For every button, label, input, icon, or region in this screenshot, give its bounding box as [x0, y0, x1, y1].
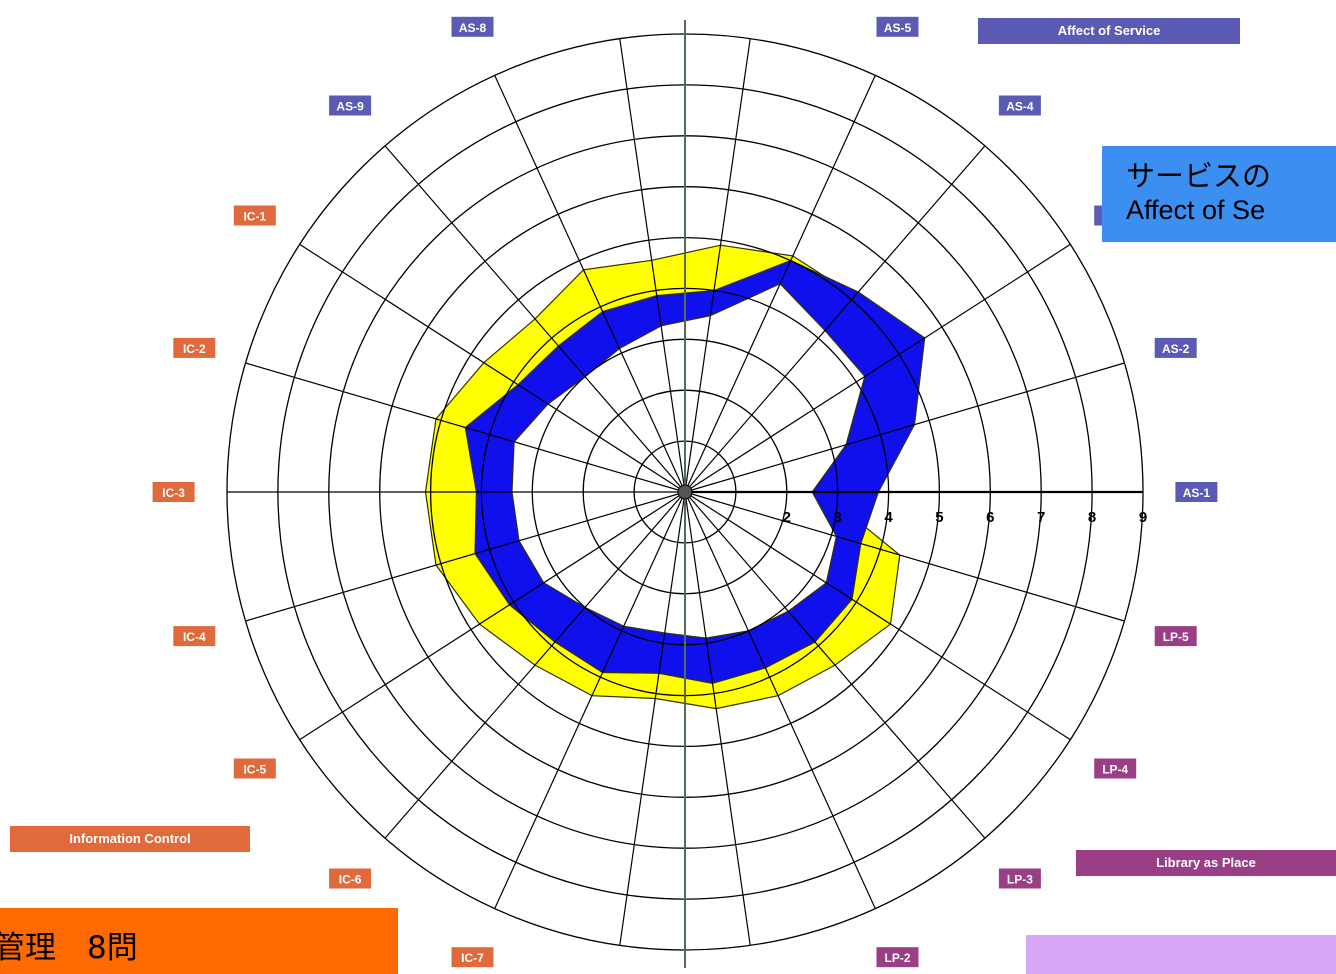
category-label-as-5: AS-5	[884, 21, 912, 35]
legend-library-as-place: Library as Place	[1076, 850, 1336, 876]
affect-of-service-callout: サービスの Affect of Se	[1102, 146, 1336, 242]
legend-affect-of-service: Affect of Service	[978, 18, 1240, 44]
category-label-bg	[998, 868, 1041, 889]
spoke-as-2	[684, 362, 1125, 493]
spoke-as-6	[684, 38, 751, 493]
spoke-as-9	[384, 145, 686, 493]
scale-tick-label: 3	[834, 509, 842, 526]
scale-tick-label: 7	[1037, 509, 1045, 526]
category-label-as-9: AS-9	[336, 100, 364, 114]
category-label-lp-5: LP-5	[1163, 630, 1189, 644]
category-label-bg	[876, 16, 919, 37]
spoke-lp-4	[684, 491, 1071, 741]
category-label-ic-6: IC-6	[339, 873, 362, 887]
spoke-ic-6	[384, 491, 686, 839]
spoke-ic-1	[299, 243, 686, 493]
category-label-bg	[1175, 482, 1218, 502]
category-label-as-8: AS-8	[459, 21, 487, 35]
spoke-lp-3	[684, 491, 986, 839]
legend-information-control: Information Control	[10, 826, 250, 852]
spoke-as-5	[684, 75, 876, 493]
library-as-place-callout	[1026, 935, 1336, 974]
spoke-ic-8	[619, 491, 686, 946]
spoke-as-8	[494, 75, 686, 493]
category-label-ic-7: IC-7	[461, 951, 484, 965]
spoke-as-4	[684, 145, 986, 493]
category-label-ic-5: IC-5	[243, 763, 266, 777]
category-label-bg	[1154, 337, 1197, 358]
spoke-as-3	[684, 243, 1071, 493]
category-label-ic-4: IC-4	[183, 630, 206, 644]
category-label-bg	[998, 95, 1041, 116]
center-dot	[677, 484, 693, 500]
callout-subtitle: Affect of Se	[1126, 195, 1266, 225]
category-label-ic-1: IC-1	[243, 210, 266, 224]
spoke-lp-5	[684, 491, 1125, 622]
category-label-as-2: AS-2	[1162, 342, 1190, 356]
category-label-bg	[1154, 626, 1197, 647]
category-label-bg	[173, 626, 216, 647]
category-label-ic-3: IC-3	[162, 486, 185, 500]
category-label-bg	[233, 758, 276, 779]
scale-tick-label: 4	[884, 509, 893, 526]
category-label-lp-3: LP-3	[1007, 873, 1033, 887]
scale-tick-label: 2	[783, 509, 791, 526]
category-label-ic-2: IC-2	[183, 342, 206, 356]
category-label-as-4: AS-4	[1006, 100, 1034, 114]
category-label-bg	[233, 205, 276, 226]
callout-title: サービスの	[1126, 159, 1272, 193]
category-label-bg	[451, 947, 494, 968]
spoke-ic-2	[245, 362, 686, 493]
spoke-as-7	[619, 38, 686, 493]
spoke-ic-5	[299, 491, 686, 741]
category-label-bg	[1094, 758, 1137, 779]
category-label-bg	[876, 947, 919, 968]
spoke-lp-1	[684, 491, 751, 946]
category-label-bg	[329, 868, 372, 889]
information-control-callout: 管理 8問	[0, 908, 398, 974]
category-label-bg	[173, 337, 216, 358]
category-label-bg	[451, 16, 494, 37]
category-label-bg	[152, 482, 195, 502]
scale-tick-label: 8	[1088, 509, 1096, 526]
scale-tick-label: 5	[935, 509, 943, 526]
spoke-ic-7	[494, 491, 686, 909]
category-label-lp-2: LP-2	[884, 951, 910, 965]
scale-tick-label: 6	[986, 509, 994, 526]
category-label-bg	[329, 95, 372, 116]
category-label-as-1: AS-1	[1183, 486, 1211, 500]
category-label-lp-4: LP-4	[1102, 763, 1128, 777]
spoke-lp-2	[684, 491, 876, 909]
scale-tick-label: 9	[1139, 509, 1147, 526]
spoke-ic-4	[245, 491, 686, 622]
